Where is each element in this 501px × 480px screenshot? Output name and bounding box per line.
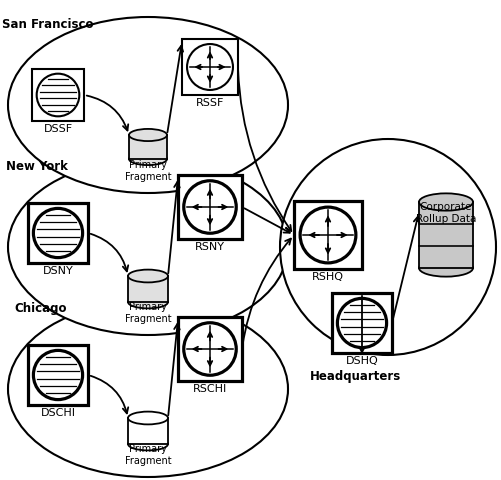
Bar	[178, 317, 241, 381]
Text: New York: New York	[6, 160, 68, 173]
Ellipse shape	[8, 160, 288, 336]
Ellipse shape	[129, 130, 167, 142]
Text: Primary
Fragment: Primary Fragment	[124, 160, 171, 181]
Text: DSSF: DSSF	[44, 124, 73, 134]
Bar	[129, 136, 167, 160]
Ellipse shape	[129, 154, 167, 166]
Ellipse shape	[8, 18, 288, 193]
Bar	[28, 345, 88, 405]
Ellipse shape	[128, 412, 168, 424]
Circle shape	[37, 74, 79, 117]
Text: DSHQ: DSHQ	[345, 355, 378, 365]
Ellipse shape	[418, 194, 472, 211]
Text: Corporate
Rollup Data: Corporate Rollup Data	[415, 202, 475, 223]
Circle shape	[183, 323, 236, 375]
Text: Chicago: Chicago	[14, 301, 66, 314]
Circle shape	[187, 45, 232, 91]
Text: San Francisco: San Francisco	[2, 18, 93, 31]
Circle shape	[280, 140, 495, 355]
Circle shape	[300, 208, 355, 264]
Text: Primary
Fragment: Primary Fragment	[124, 443, 171, 465]
Circle shape	[34, 351, 83, 400]
Text: RSSF: RSSF	[195, 98, 224, 108]
Text: RSHQ: RSHQ	[312, 271, 343, 281]
Bar	[182, 40, 237, 96]
Circle shape	[34, 209, 83, 258]
Bar	[32, 70, 84, 122]
Ellipse shape	[128, 438, 168, 450]
Text: DSCHI: DSCHI	[41, 407, 75, 417]
Bar	[418, 203, 472, 268]
Text: RSNY: RSNY	[194, 241, 224, 252]
Bar	[28, 204, 88, 264]
Circle shape	[337, 299, 386, 348]
Text: Primary
Fragment: Primary Fragment	[124, 301, 171, 323]
Bar	[331, 293, 391, 353]
Text: Headquarters: Headquarters	[310, 369, 400, 382]
Bar	[128, 418, 168, 444]
Text: RSCHI: RSCHI	[192, 383, 226, 393]
Ellipse shape	[128, 270, 168, 283]
Ellipse shape	[128, 296, 168, 309]
Ellipse shape	[8, 301, 288, 477]
Bar	[294, 202, 361, 269]
Bar	[128, 276, 168, 302]
Ellipse shape	[418, 260, 472, 277]
Bar	[178, 176, 241, 240]
Circle shape	[183, 181, 236, 234]
Text: DSNY: DSNY	[43, 265, 73, 276]
